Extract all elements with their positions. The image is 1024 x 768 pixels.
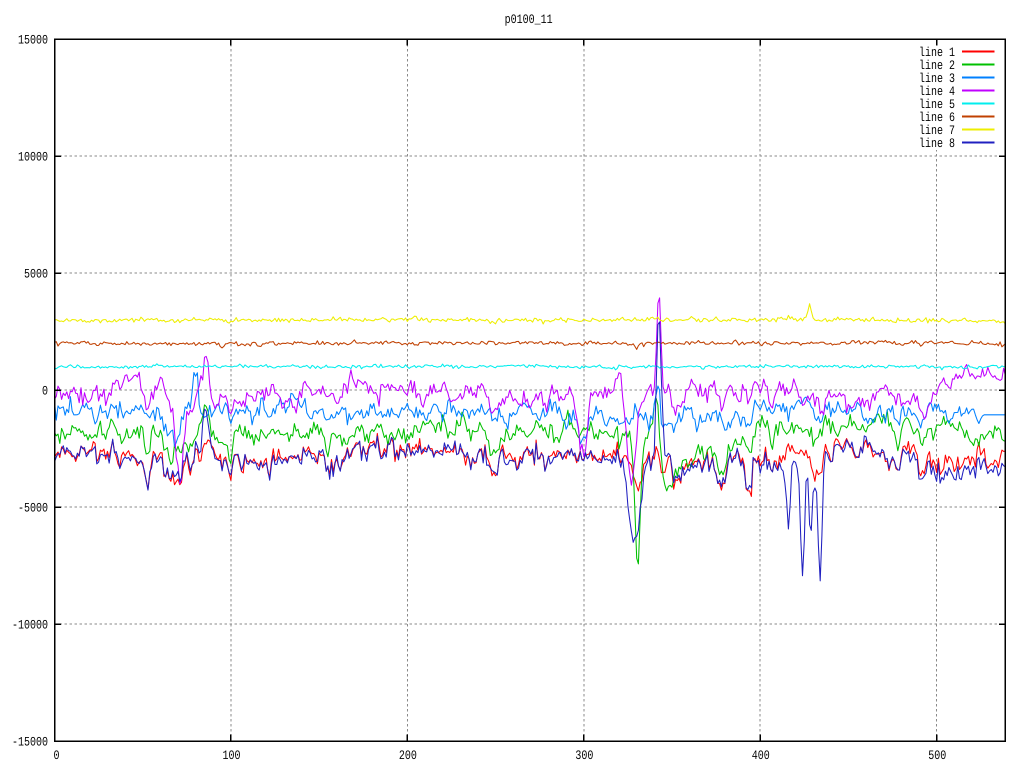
svg-text:5000: 5000 (24, 268, 48, 282)
svg-text:line 7: line 7 (919, 123, 955, 139)
svg-text:line 2: line 2 (919, 58, 955, 74)
svg-text:-10000: -10000 (12, 619, 48, 633)
svg-text:0: 0 (53, 750, 59, 764)
svg-text:10000: 10000 (18, 151, 48, 165)
svg-text:line 5: line 5 (919, 98, 955, 114)
svg-text:100: 100 (222, 750, 240, 764)
svg-text:p0100_11: p0100_11 (505, 14, 553, 28)
svg-text:line 4: line 4 (919, 85, 955, 101)
svg-text:200: 200 (399, 750, 417, 764)
svg-text:300: 300 (575, 750, 593, 764)
svg-text:0: 0 (42, 385, 48, 399)
svg-text:-5000: -5000 (18, 502, 48, 516)
svg-text:15000: 15000 (18, 34, 48, 48)
svg-text:500: 500 (928, 750, 946, 764)
svg-text:400: 400 (752, 750, 770, 764)
svg-text:line 1: line 1 (919, 45, 955, 61)
svg-text:line 3: line 3 (919, 71, 955, 87)
svg-text:-15000: -15000 (12, 736, 48, 750)
svg-text:line 8: line 8 (919, 137, 955, 153)
svg-text:line 6: line 6 (919, 111, 955, 127)
